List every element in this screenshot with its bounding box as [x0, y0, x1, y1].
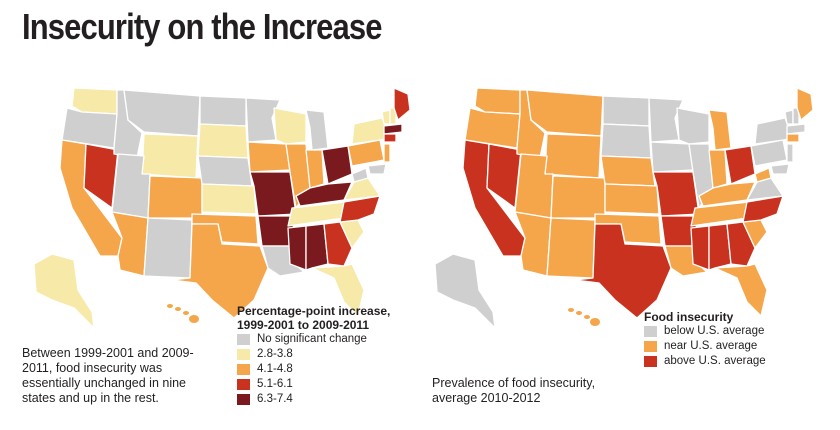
state-va: [343, 177, 381, 201]
state-ma: [383, 123, 403, 135]
legend-item: above U.S. average: [644, 354, 766, 369]
state-oh: [321, 145, 353, 185]
state-vt: [784, 109, 794, 125]
legend-item: 2.8-3.8: [237, 347, 390, 362]
state-wi: [676, 107, 710, 145]
state-wy: [141, 133, 199, 179]
legend-label: 2.8-3.8: [257, 348, 293, 360]
legend-item: near U.S. average: [644, 339, 766, 354]
legend-swatch: [644, 341, 657, 352]
legend-title: 1999-2001 to 2009-2011: [237, 318, 370, 332]
state-co: [147, 175, 203, 219]
legend-swatch: [237, 364, 250, 375]
state-tx: [574, 223, 672, 319]
state-ak: [33, 253, 95, 329]
state-co: [550, 175, 606, 219]
state-tx: [171, 223, 269, 319]
state-wi: [273, 107, 307, 145]
legend-swatch: [644, 356, 657, 367]
state-mi: [708, 109, 732, 151]
legend-increase: Percentage-point increase, 1999-2001 to …: [237, 304, 390, 407]
state-mo: [249, 171, 297, 217]
legend-label: near U.S. average: [664, 340, 758, 352]
legend-label: 5.1-6.1: [257, 378, 293, 390]
legend-title: Percentage-point increase,: [237, 304, 391, 318]
state-al: [708, 223, 732, 271]
state-ks: [604, 183, 660, 215]
state-ne: [600, 155, 656, 187]
state-va: [746, 177, 784, 201]
state-sd: [197, 123, 249, 159]
legend-item: 4.1-4.8: [237, 362, 390, 377]
legend-label: above U.S. average: [664, 355, 766, 367]
state-ia: [650, 141, 694, 173]
state-ak: [434, 253, 496, 329]
state-ms: [690, 225, 710, 271]
state-wa: [71, 87, 118, 115]
state-mn: [648, 97, 684, 143]
state-ma: [786, 123, 806, 135]
state-wv: [754, 167, 772, 183]
state-hi: [568, 308, 600, 326]
state-ks: [201, 183, 257, 215]
state-nm: [546, 217, 596, 279]
state-ms: [287, 225, 307, 271]
state-hi: [167, 304, 199, 323]
legend-title: Food insecurity: [644, 310, 734, 324]
state-me: [796, 87, 814, 121]
state-wv: [351, 167, 369, 183]
legend-label: 4.1-4.8: [257, 363, 293, 375]
legend-swatch: [237, 349, 250, 360]
state-ct: [786, 133, 800, 143]
page-title: Insecurity on the Increase: [22, 6, 382, 47]
legend-swatch: [237, 334, 250, 345]
state-fl: [311, 263, 365, 317]
state-in: [305, 149, 325, 189]
state-wa: [474, 87, 521, 115]
legend-label: below U.S. average: [664, 325, 765, 337]
state-me: [393, 87, 411, 121]
state-nd: [199, 95, 247, 127]
state-fl: [714, 263, 768, 317]
state-mi: [305, 109, 329, 151]
state-al: [305, 223, 329, 271]
legend-item: below U.S. average: [644, 324, 766, 339]
state-md: [770, 163, 790, 175]
legend-item: No significant change: [237, 332, 390, 347]
state-nj: [786, 143, 794, 163]
us-map-prevalence: [425, 78, 835, 333]
state-ky: [698, 181, 756, 207]
legend-swatch: [237, 379, 250, 390]
state-ia: [247, 141, 291, 173]
legend-item: 6.3-7.4: [237, 392, 390, 407]
state-vt: [381, 109, 391, 125]
legend-label: 6.3-7.4: [257, 393, 293, 405]
legend-label: No significant change: [257, 333, 367, 345]
state-mt: [526, 89, 604, 137]
state-mt: [123, 89, 201, 137]
state-mo: [652, 171, 700, 217]
legend-prevalence: Food insecurity below U.S. average near …: [644, 310, 766, 369]
legend-swatch: [237, 394, 250, 405]
state-ne: [197, 155, 253, 187]
state-wy: [544, 133, 602, 179]
state-nd: [602, 95, 650, 127]
state-oh: [724, 145, 756, 185]
state-md: [367, 163, 387, 175]
state-sd: [600, 123, 652, 159]
caption-prevalence: Prevalence of food insecurity, average 2…: [432, 376, 596, 405]
caption-increase: Between 1999-2001 and 2009-2011, food in…: [22, 346, 194, 405]
state-ct: [383, 133, 397, 143]
state-nj: [383, 143, 391, 163]
state-in: [708, 149, 728, 189]
legend-item: 5.1-6.1: [237, 377, 390, 392]
state-nm: [143, 217, 193, 279]
state-mn: [245, 97, 281, 143]
state-ky: [295, 181, 353, 207]
us-map-increase: [22, 78, 417, 333]
legend-swatch: [644, 326, 657, 337]
